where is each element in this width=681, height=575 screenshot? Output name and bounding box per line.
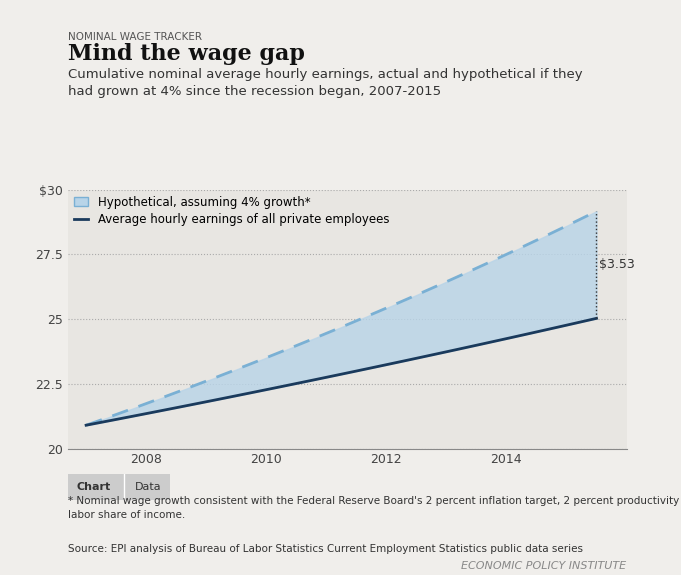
Legend: Hypothetical, assuming 4% growth*, Average hourly earnings of all private employ: Hypothetical, assuming 4% growth*, Avera…	[74, 196, 389, 227]
Text: ECONOMIC POLICY INSTITUTE: ECONOMIC POLICY INSTITUTE	[462, 561, 627, 571]
Text: Mind the wage gap: Mind the wage gap	[68, 43, 305, 66]
Text: Cumulative nominal average hourly earnings, actual and hypothetical if they
had : Cumulative nominal average hourly earnin…	[68, 68, 583, 98]
Text: Chart: Chart	[76, 482, 111, 492]
Text: Source: EPI analysis of Bureau of Labor Statistics Current Employment Statistics: Source: EPI analysis of Bureau of Labor …	[68, 544, 583, 554]
Text: * Nominal wage growth consistent with the Federal Reserve Board's 2 percent infl: * Nominal wage growth consistent with th…	[68, 496, 681, 519]
Text: Data: Data	[134, 482, 161, 492]
Text: $3.53: $3.53	[599, 258, 635, 271]
Text: NOMINAL WAGE TRACKER: NOMINAL WAGE TRACKER	[68, 32, 202, 42]
